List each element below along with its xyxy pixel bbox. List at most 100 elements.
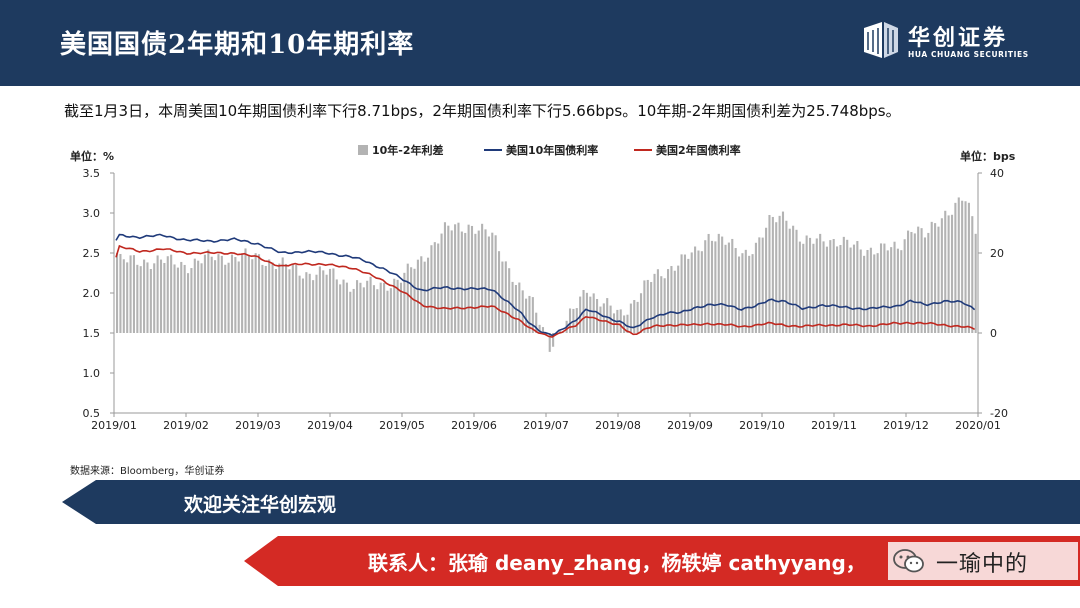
spread-bar bbox=[683, 254, 687, 333]
spread-bar bbox=[163, 262, 166, 333]
data-source-note: 数据来源：Bloomberg，华创证券 bbox=[70, 466, 225, 477]
spread-bar bbox=[754, 242, 757, 333]
spread-bar bbox=[775, 222, 778, 333]
spread-bar bbox=[193, 258, 196, 333]
spread-bar bbox=[937, 226, 940, 333]
spread-bar bbox=[416, 259, 419, 333]
legend-swatch-spread bbox=[358, 145, 368, 155]
spread-bar bbox=[680, 254, 683, 333]
spread-bar bbox=[484, 229, 487, 333]
spread-bar bbox=[890, 247, 893, 333]
spread-bar bbox=[454, 224, 457, 333]
spread-bar bbox=[464, 232, 467, 333]
spread-bar bbox=[734, 248, 737, 333]
logo-mark-icon bbox=[864, 22, 898, 58]
spread-bar bbox=[802, 243, 805, 333]
left-tick-label: 3.0 bbox=[83, 207, 101, 220]
x-tick-label: 2020/01 bbox=[955, 419, 1001, 432]
spread-bar bbox=[281, 257, 284, 333]
page-title: 美国国债2年期和10年期利率 bbox=[60, 30, 415, 60]
spread-bar bbox=[359, 282, 362, 333]
spread-bar bbox=[643, 280, 646, 333]
spread-bar bbox=[944, 210, 947, 333]
spread-bar bbox=[805, 235, 808, 333]
spread-bar bbox=[893, 241, 896, 333]
left-tick-label: 1.0 bbox=[83, 367, 101, 380]
spread-bar bbox=[923, 237, 927, 333]
left-tick-label: 2.5 bbox=[83, 247, 101, 260]
spread-bar bbox=[295, 264, 298, 333]
spread-bar bbox=[423, 261, 426, 333]
spread-bar bbox=[660, 276, 663, 333]
wechat-account-badge[interactable]: 一瑜中的 bbox=[888, 542, 1078, 580]
spread-bar bbox=[457, 222, 460, 333]
spread-bar bbox=[846, 239, 849, 333]
spread-bar bbox=[511, 281, 514, 333]
spread-bar bbox=[612, 313, 616, 333]
spread-bar bbox=[376, 289, 379, 333]
spread-bar bbox=[866, 249, 869, 333]
spread-bar bbox=[765, 227, 768, 333]
spread-bar bbox=[633, 300, 636, 333]
spread-bar bbox=[663, 278, 666, 333]
spread-bar bbox=[934, 223, 937, 333]
spread-bar bbox=[768, 214, 771, 333]
spread-bar bbox=[227, 262, 230, 333]
spread-bar bbox=[450, 230, 453, 333]
spread-bar bbox=[396, 279, 399, 333]
spread-bar bbox=[180, 261, 183, 333]
spread-bar bbox=[136, 264, 139, 333]
spread-bar bbox=[207, 249, 210, 333]
spread-bar bbox=[504, 261, 507, 333]
spread-bar bbox=[697, 250, 700, 333]
x-tick-label: 2019/01 bbox=[91, 419, 137, 432]
spread-bar bbox=[596, 299, 599, 333]
spread-bar bbox=[883, 243, 886, 333]
summary-text: 截至1月3日，本周美国10年期国债利率下行8.71bps，2年期国债利率下行5.… bbox=[64, 102, 901, 120]
header-bar: 美国国债2年期和10年期利率 华创证券 HUA CHUANG SECURITIE… bbox=[0, 0, 1080, 86]
spread-bar bbox=[873, 254, 876, 333]
spread-bar bbox=[186, 273, 190, 333]
chart-axes: 3.5 3.0 2.5 2.0 1.5 1.0 0.5 40 20 0 -20 2019/01 2019… bbox=[83, 167, 1008, 432]
spread-bar bbox=[781, 211, 785, 333]
legend-label-us2y: 美国2年国债利率 bbox=[656, 143, 741, 157]
spread-bar bbox=[694, 246, 697, 333]
spread-bar bbox=[335, 279, 338, 333]
spread-bar bbox=[707, 233, 710, 333]
spread-bar bbox=[122, 259, 125, 333]
spread-bar bbox=[312, 280, 315, 333]
spread-bar bbox=[332, 268, 335, 333]
spread-bar bbox=[224, 264, 227, 333]
right-tick-label: 20 bbox=[990, 247, 1004, 260]
company-logo: 华创证券 HUA CHUANG SECURITIES bbox=[862, 20, 1052, 64]
spread-bar bbox=[183, 264, 186, 333]
spread-bar bbox=[687, 258, 690, 333]
spread-bar bbox=[325, 274, 328, 333]
spread-bar bbox=[761, 237, 764, 333]
left-tick-label: 0.5 bbox=[83, 407, 101, 420]
spread-bar bbox=[751, 254, 754, 333]
us10y-line bbox=[115, 233, 976, 337]
legend-label-us10y: 美国10年国债利率 bbox=[506, 143, 598, 157]
spread-bar bbox=[389, 288, 392, 333]
spread-bar bbox=[318, 266, 321, 333]
spread-bar bbox=[771, 216, 774, 333]
spread-bar bbox=[788, 228, 791, 333]
logo-english-name: HUA CHUANG SECURITIES bbox=[908, 50, 1029, 59]
x-tick-label: 2019/03 bbox=[235, 419, 281, 432]
spread-bar bbox=[291, 264, 294, 333]
spread-bar bbox=[950, 214, 954, 333]
spread-bar bbox=[261, 264, 264, 333]
spread-bar bbox=[143, 259, 146, 333]
spread-bar bbox=[552, 333, 555, 347]
contact-banner-text: 联系人：张瑜 deany_zhang，杨轶婷 cathyyang， bbox=[368, 551, 866, 575]
spread-bar bbox=[967, 202, 970, 333]
spread-bar bbox=[879, 243, 883, 333]
spread-bar bbox=[731, 238, 734, 333]
spread-bar bbox=[369, 276, 372, 333]
spread-bar bbox=[393, 278, 396, 333]
spread-bars bbox=[116, 197, 977, 352]
spread-bar bbox=[200, 263, 203, 333]
x-tick-label: 2019/06 bbox=[451, 419, 497, 432]
spread-bar bbox=[670, 266, 673, 333]
